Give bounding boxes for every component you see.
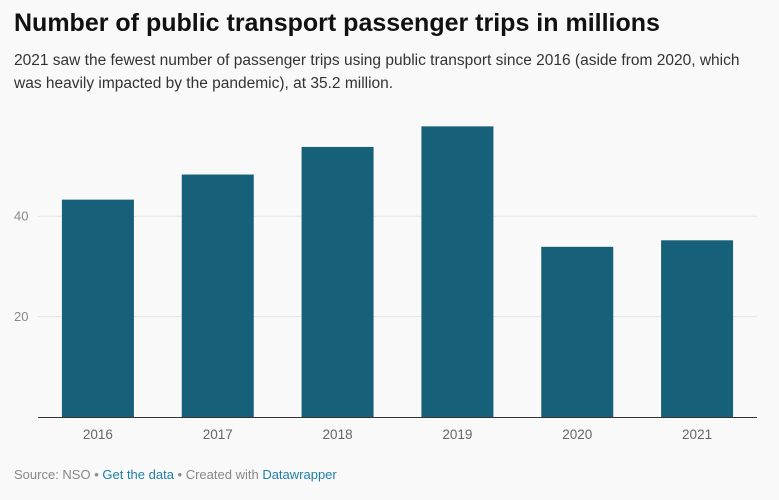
bar: [541, 246, 614, 417]
x-tick-label: 2020: [562, 427, 592, 442]
source-note: Source: NSO: [14, 467, 91, 482]
bar: [181, 174, 254, 417]
get-the-data-link[interactable]: Get the data: [102, 467, 174, 482]
datawrapper-link[interactable]: Datawrapper: [262, 467, 337, 482]
bar: [661, 240, 734, 417]
bar: [61, 199, 134, 417]
x-tick-label: 2016: [83, 427, 113, 442]
bar: [421, 126, 494, 417]
x-tick-label: 2018: [323, 427, 353, 442]
x-tick-label: 2021: [682, 427, 712, 442]
footer-separator: •: [90, 467, 103, 482]
bar: [301, 146, 374, 417]
chart-subtitle: 2021 saw the fewest number of passenger …: [14, 52, 740, 92]
y-tick-label: 20: [14, 309, 28, 324]
bar-chart: 20 40 2016 2017 2018 2019 2020 2021: [14, 126, 757, 442]
created-with-label: Created with: [185, 467, 263, 482]
y-tick-label: 40: [14, 209, 28, 224]
chart-footer: Source: NSO • Get the data • Created wit…: [14, 467, 337, 482]
footer-separator: •: [173, 467, 186, 482]
x-tick-label: 2019: [442, 427, 472, 442]
chart-title: Number of public transport passenger tri…: [14, 9, 660, 37]
x-tick-label: 2017: [203, 427, 233, 442]
